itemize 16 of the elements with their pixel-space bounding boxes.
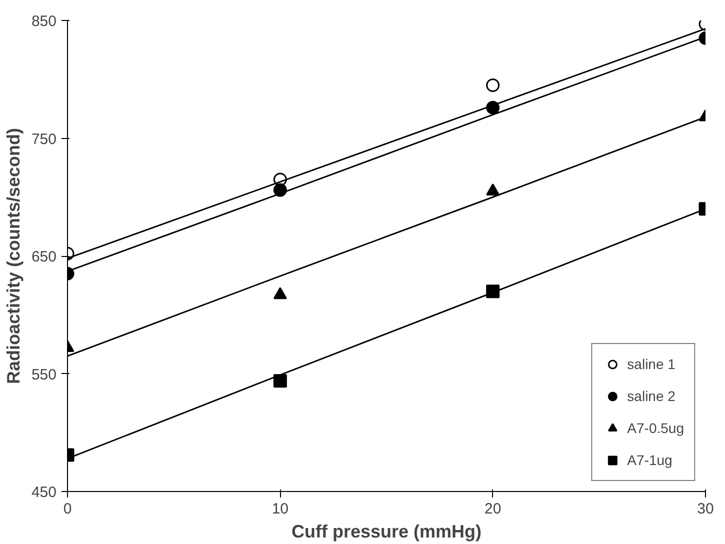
x-tick-label: 20 (484, 500, 502, 518)
x-axis-title: Cuff pressure (mmHg) (291, 522, 482, 542)
legend-label: saline 1 (627, 356, 676, 372)
y-tick-label: 850 (31, 13, 57, 30)
x-tick-label: 30 (697, 500, 714, 518)
y-tick-label: 550 (31, 366, 57, 384)
point (486, 78, 500, 92)
y-tick-label: 650 (31, 248, 57, 266)
x-tick-label: 10 (272, 500, 289, 518)
legend-label: A7-1ug (627, 452, 672, 468)
y-tick-label: 450 (31, 484, 57, 501)
x-tick-label: 0 (63, 500, 72, 518)
y-axis-title: Radioactivity (counts/second) (3, 128, 24, 384)
legend-label: A7-0.5ug (627, 420, 684, 436)
legend-label: saline 2 (627, 388, 676, 404)
y-tick-label: 750 (31, 130, 57, 148)
